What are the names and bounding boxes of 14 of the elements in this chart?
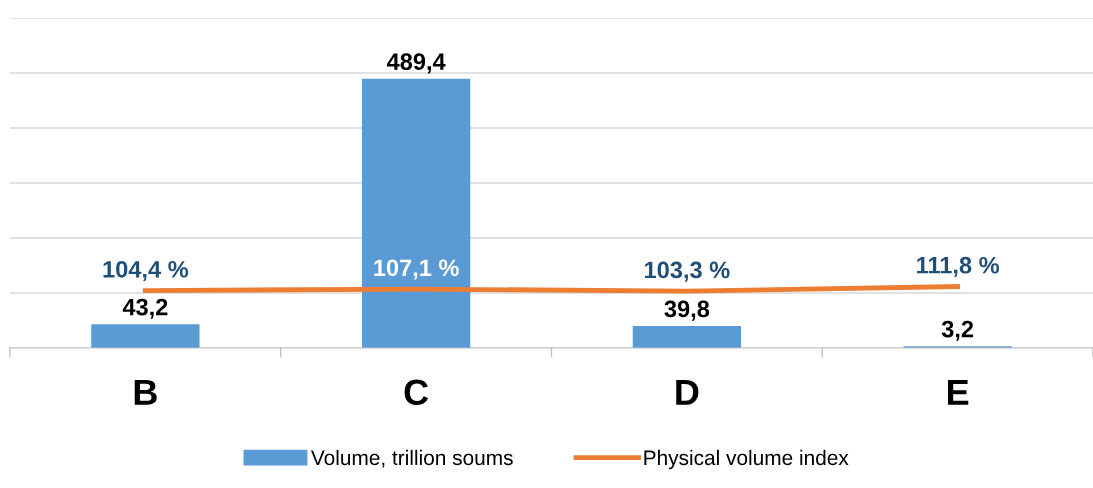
x-tick-label: E — [948, 379, 969, 405]
x-tick-label: D — [676, 379, 699, 405]
x-tick-label: B — [134, 379, 157, 405]
data-label: 3,2 — [941, 320, 974, 341]
data-label: 39,8 — [664, 300, 710, 321]
x-tick-label: C — [404, 379, 429, 406]
data-label: 111,8 % — [917, 256, 1000, 278]
legend-label: Physical volume index — [644, 449, 849, 470]
legend-label: Volume, trillion soums — [310, 449, 513, 468]
data-label: 104,4 % — [103, 260, 189, 282]
data-label: 107,1 % — [374, 259, 459, 280]
data-label: 43,2 — [122, 298, 168, 319]
data-label: 103,3 % — [645, 261, 730, 282]
data-label: 489,4 — [386, 53, 446, 74]
